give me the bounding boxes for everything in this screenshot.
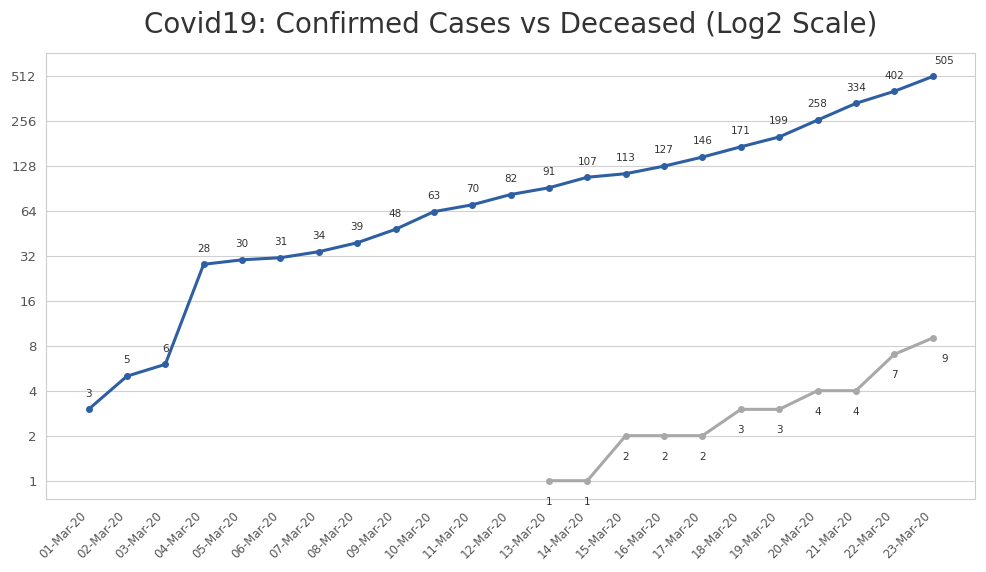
Text: 39: 39 <box>350 222 364 232</box>
Text: 91: 91 <box>542 167 555 177</box>
Text: 113: 113 <box>616 153 636 163</box>
Text: 4: 4 <box>853 407 859 417</box>
Text: 4: 4 <box>814 407 821 417</box>
Text: 7: 7 <box>891 371 897 380</box>
Text: 63: 63 <box>427 191 441 201</box>
Text: 5: 5 <box>123 355 130 366</box>
Text: 6: 6 <box>162 344 169 353</box>
Text: 28: 28 <box>197 244 210 253</box>
Text: 107: 107 <box>578 157 598 166</box>
Text: 2: 2 <box>661 452 668 462</box>
Text: 2: 2 <box>699 452 706 462</box>
Text: 171: 171 <box>731 126 750 136</box>
Text: 1: 1 <box>545 497 552 507</box>
Text: 48: 48 <box>388 209 402 219</box>
Text: 258: 258 <box>808 100 827 109</box>
Text: 505: 505 <box>935 55 954 66</box>
Text: 199: 199 <box>769 116 789 126</box>
Title: Covid19: Confirmed Cases vs Deceased (Log2 Scale): Covid19: Confirmed Cases vs Deceased (Lo… <box>144 11 878 39</box>
Text: 3: 3 <box>738 426 744 435</box>
Text: 127: 127 <box>654 145 674 156</box>
Text: 1: 1 <box>584 497 591 507</box>
Text: 146: 146 <box>692 136 713 146</box>
Text: 3: 3 <box>776 426 783 435</box>
Text: 70: 70 <box>465 184 479 194</box>
Text: 334: 334 <box>846 82 866 93</box>
Text: 31: 31 <box>274 237 287 247</box>
Text: 30: 30 <box>236 239 248 249</box>
Text: 34: 34 <box>313 231 325 241</box>
Text: 402: 402 <box>884 70 904 81</box>
Text: 2: 2 <box>622 452 629 462</box>
Text: 3: 3 <box>85 388 92 399</box>
Text: 9: 9 <box>941 354 948 364</box>
Text: 82: 82 <box>504 174 518 184</box>
